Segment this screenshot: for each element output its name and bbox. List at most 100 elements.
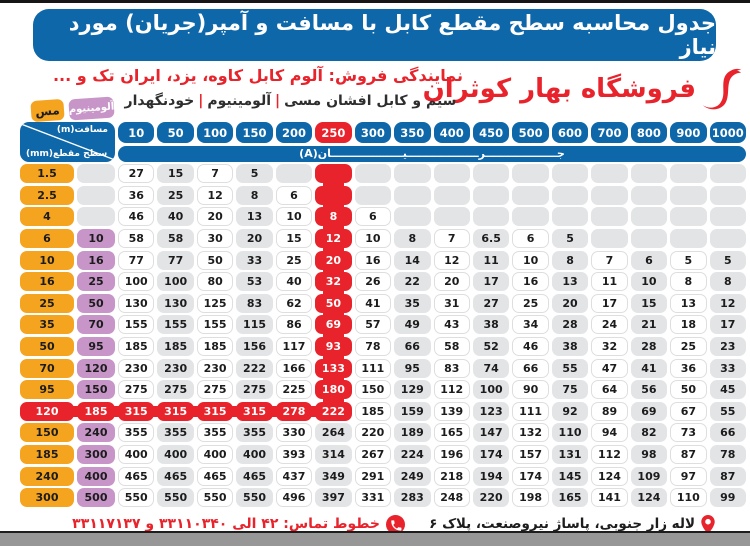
ampacity-cell: 315 xyxy=(157,401,199,421)
distance-header: 300 xyxy=(354,122,392,143)
ampacity-cell: 17 xyxy=(472,272,510,292)
aluminum-badge: آلومینیوم xyxy=(68,96,115,121)
aluminum-size-cell xyxy=(77,207,115,227)
distance-header: 700 xyxy=(591,122,628,143)
ampacity-cell: 94 xyxy=(591,423,628,443)
ampacity-cell: 10 xyxy=(630,272,668,292)
ampacity-cell: 25 xyxy=(275,250,313,270)
ampacity-cell: 13 xyxy=(551,272,589,292)
ampacity-cell: 10 xyxy=(512,250,549,270)
ampacity-cell: 278 xyxy=(275,401,317,421)
ampacity-cell: 15 xyxy=(275,228,313,248)
ampacity-cell: 7 xyxy=(591,250,628,270)
brand: فروشگاه بهار کوثران xyxy=(423,64,744,114)
ampacity-cell: 41 xyxy=(630,358,668,378)
ampacity-cell: 155 xyxy=(196,315,234,335)
distance-header: 400 xyxy=(433,122,470,143)
phone-text: خطوط تماس: ۴۲ الی ۳۳۱۱۰۳۴۰ و ۳۳۱۱۷۱۳۷ xyxy=(72,516,380,532)
ampacity-cell: 75 xyxy=(551,380,589,400)
aluminum-size-cell: 150 xyxy=(77,380,115,400)
ampacity-cell: 10 xyxy=(275,207,313,227)
ampacity-cell xyxy=(315,164,352,188)
top-edge-bar xyxy=(0,0,750,3)
ampacity-cell: 58 xyxy=(157,228,194,248)
ampacity-cell: 25 xyxy=(512,293,549,313)
copper-size-cell: 6 xyxy=(20,228,74,248)
ampacity-cell: 185 xyxy=(157,336,194,356)
ampacity-cell: 355 xyxy=(196,423,234,443)
distance-axis-label: مسافت(m) xyxy=(56,125,108,135)
copper-size-cell: 2.5 xyxy=(20,185,74,205)
ampacity-cell xyxy=(433,164,470,184)
copper-size-cell: 185 xyxy=(20,444,74,464)
ampacity-cell: 86 xyxy=(275,315,313,335)
ampacity-cell: 355 xyxy=(157,423,194,443)
ampacity-cell: 40 xyxy=(275,272,313,292)
ampacity-cell: 69 xyxy=(315,315,352,339)
ampacity-cell: 355 xyxy=(236,423,273,443)
ampacity-cell: 36 xyxy=(118,185,155,205)
ampacity-cell: 125 xyxy=(196,293,234,313)
aluminum-size-cell: 240 xyxy=(77,423,115,443)
distance-header: 500 xyxy=(512,122,549,143)
ampacity-cell: 6 xyxy=(275,185,313,205)
ampacity-cell: 74 xyxy=(472,358,510,378)
ampacity-cell: 66 xyxy=(709,423,746,443)
ampacity-cell: 46 xyxy=(118,207,155,227)
distance-header: 150 xyxy=(236,122,273,143)
ampacity-cell xyxy=(472,164,510,184)
ampacity-cell: 267 xyxy=(354,444,392,464)
ampacity-cell: 159 xyxy=(394,401,431,421)
aluminum-size-cell xyxy=(77,185,115,205)
aluminum-size-cell: 400 xyxy=(77,466,115,486)
ampacity-cell: 275 xyxy=(196,380,234,400)
aluminum-size-cell: 16 xyxy=(77,250,115,270)
ampacity-cell xyxy=(275,164,313,184)
ampacity-cell: 8 xyxy=(709,272,746,292)
ampacity-cell: 27 xyxy=(472,293,510,313)
ampacity-cell: 315 xyxy=(236,401,278,421)
ampacity-cell: 25 xyxy=(157,185,194,205)
address: لاله زار جنوبی، پاساژ نیروصنعت، پلاک ۶ xyxy=(415,513,715,535)
distance-header: 900 xyxy=(670,122,707,143)
aluminum-size-cell: 500 xyxy=(77,488,115,508)
ampacity-cell: 275 xyxy=(157,380,194,400)
ampacity-cell: 315 xyxy=(196,401,238,421)
ampacity-cell xyxy=(709,164,746,184)
ampacity-cell: 130 xyxy=(118,293,155,313)
ampacity-cell: 20 xyxy=(196,207,234,227)
ampacity-cell: 92 xyxy=(551,401,589,421)
ampacity-cell: 15 xyxy=(630,293,668,313)
ampacity-cell: 397 xyxy=(315,488,352,508)
ampacity-cell: 112 xyxy=(433,380,470,400)
aluminum-size-cell: 50 xyxy=(77,293,115,313)
ampacity-cell: 133 xyxy=(315,358,352,382)
copper-size-cell: 120 xyxy=(20,401,78,421)
ampacity-cell xyxy=(512,164,549,184)
ampacity-cell: 400 xyxy=(236,444,273,464)
ampacity-cell xyxy=(591,164,628,184)
ampacity-cell xyxy=(472,207,510,227)
cable-table: مسافت(m) سطح مقطع(mm) جـــــــــــــــــ… xyxy=(20,122,746,508)
copper-size-cell: 35 xyxy=(20,315,74,335)
ampacity-cell: 10 xyxy=(354,228,392,248)
ampacity-cell xyxy=(670,207,707,227)
copper-size-cell: 25 xyxy=(20,293,74,313)
ampacity-cell: 69 xyxy=(630,401,668,421)
ampacity-cell: 13 xyxy=(236,207,273,227)
ampacity-cell: 157 xyxy=(512,444,549,464)
product-aluminum: آلومینیوم xyxy=(207,93,271,109)
ampacity-cell: 130 xyxy=(157,293,194,313)
ampacity-cell: 77 xyxy=(157,250,194,270)
ampacity-cell: 56 xyxy=(630,380,668,400)
ampacity-cell: 40 xyxy=(157,207,194,227)
ampacity-cell: 145 xyxy=(551,466,589,486)
ampacity-cell: 230 xyxy=(196,358,234,378)
ampacity-cell: 400 xyxy=(196,444,234,464)
ampacity-cell: 355 xyxy=(118,423,155,443)
ampacity-cell: 111 xyxy=(354,358,392,378)
ampacity-cell: 98 xyxy=(630,444,668,464)
ampacity-cell: 6.5 xyxy=(472,228,510,248)
distance-header: 10 xyxy=(118,122,155,143)
ampacity-cell xyxy=(512,207,549,227)
